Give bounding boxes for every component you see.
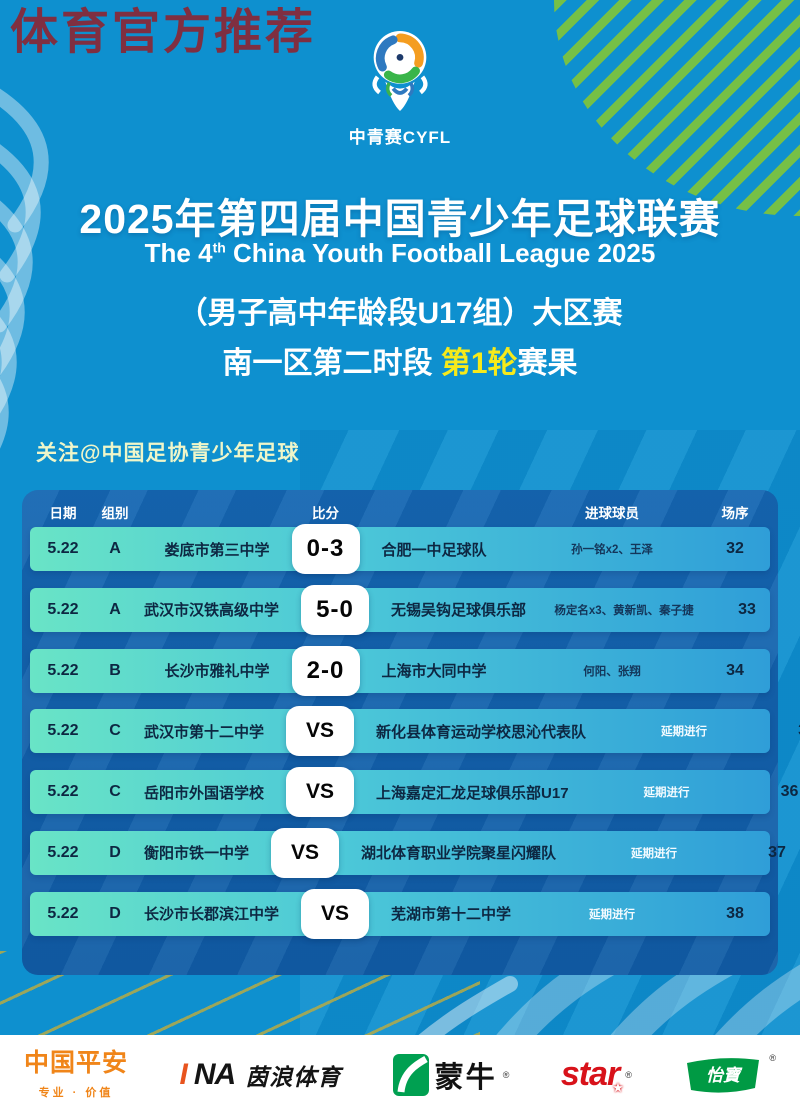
pingan-logo-text: 中国平安 (24, 1049, 129, 1078)
match-date: 5.22 (47, 600, 79, 618)
header-score: 比分 (312, 506, 339, 521)
header-scorers: 进球球员 (584, 506, 639, 521)
score-pill: VS (286, 706, 355, 757)
match-order: 34 (726, 661, 744, 679)
score-pill: VS (286, 767, 355, 818)
mengniu-logo-text: 蒙牛 (434, 1059, 497, 1094)
header-date: 日期 (49, 506, 77, 521)
cyfl-trophy-icon (372, 31, 428, 111)
score-pill: 2-0 (291, 645, 360, 696)
score-pill: 0-3 (291, 524, 360, 574)
match-order: 35 (782, 722, 800, 740)
match-note: 孙一铭x2、王泽 (571, 544, 653, 556)
star-icon: ★ (612, 1080, 624, 1095)
results-table-header: 日期 组别 比分 进球球员 场序 (30, 500, 770, 524)
away-team: 合肥一中足球队 (381, 541, 487, 559)
ina-logo-text: 茵浪体育 (245, 1063, 342, 1090)
header-order: 场序 (721, 506, 749, 521)
home-team: 长沙市雅礼中学 (164, 663, 270, 681)
home-team: 武汉市汉铁高级中学 (144, 602, 280, 620)
match-row: 5.22 B 长沙市雅礼中学 2-0 上海市大同中学 何阳、张翔 34 (30, 645, 770, 696)
round-number-highlight: 第1轮 (440, 347, 518, 380)
sponsor-cestbon: 怡寶 ® (683, 1053, 776, 1097)
score-pill: VS (271, 827, 340, 878)
away-team: 湖北体育职业学院聚星闪耀队 (361, 845, 557, 863)
match-date: 5.22 (47, 722, 79, 740)
home-team: 武汉市第十二中学 (144, 723, 265, 741)
home-team: 岳阳市外国语学校 (144, 784, 265, 802)
results-table-body: 5.22 A 娄底市第三中学 0-3 合肥一中足球队 孙一铭x2、王泽 32 5… (22, 524, 800, 939)
poster-subtitle-group: （男子高中年龄段U17组）大区赛 (177, 297, 623, 330)
cestbon-flag-icon: 怡寶 (687, 1057, 760, 1093)
watermark-text: 体育官方推荐 (10, 4, 317, 60)
header-group: 组别 (101, 506, 129, 521)
match-note: 延期进行 (631, 847, 678, 860)
sponsor-footer: 中国平安 专业 · 价值 I NA 茵浪体育 蒙牛 ® star ★ ® 怡寶 ® (0, 1035, 800, 1114)
sponsor-ina: I NA 茵浪体育 (179, 1057, 342, 1091)
match-row: 5.22 D 衡阳市铁一中学 VS 湖北体育职业学院聚星闪耀队 延期进行 37 (30, 827, 786, 878)
match-row: 5.22 C 岳阳市外国语学校 VS 上海嘉定汇龙足球俱乐部U17 延期进行 3… (30, 767, 798, 818)
match-group: B (109, 661, 121, 679)
star-logo-text: star (560, 1055, 620, 1093)
match-group: D (109, 904, 121, 922)
match-group: C (109, 783, 121, 801)
match-date: 5.22 (47, 843, 79, 861)
follow-account-line: 关注@中国足协青少年足球 (36, 442, 300, 465)
match-date: 5.22 (47, 904, 79, 922)
match-row: 5.22 A 娄底市第三中学 0-3 合肥一中足球队 孙一铭x2、王泽 32 (30, 524, 770, 574)
match-note: 延期进行 (643, 787, 690, 800)
home-team: 长沙市长郡滨江中学 (144, 906, 280, 924)
match-order: 32 (726, 540, 744, 557)
match-note: 延期进行 (589, 908, 635, 921)
mengniu-icon (392, 1053, 429, 1096)
poster-title: 2025年第四届中国青少年足球联赛 (79, 196, 721, 242)
poster-title-english: The 4th China Youth Football League 2025 (144, 238, 656, 268)
match-order: 38 (726, 904, 744, 922)
cyfl-logo: 中青赛CYFL (0, 28, 800, 148)
match-note: 延期进行 (661, 726, 708, 739)
match-date: 5.22 (47, 540, 79, 557)
match-date: 5.22 (47, 783, 79, 801)
match-order: 37 (768, 843, 786, 861)
home-team: 衡阳市铁一中学 (144, 845, 250, 863)
match-order: 36 (780, 783, 799, 801)
match-group: A (109, 540, 121, 557)
cestbon-logo-text: 怡寶 (706, 1066, 743, 1085)
match-group: C (109, 722, 121, 740)
ina-mark: I (179, 1057, 188, 1091)
away-team: 上海嘉定汇龙足球俱乐部U17 (376, 784, 569, 802)
home-team: 娄底市第三中学 (164, 541, 270, 559)
match-date: 5.22 (47, 661, 79, 679)
sponsor-pingan: 中国平安 专业 · 价值 (24, 1050, 128, 1099)
match-group: D (109, 843, 121, 861)
score-pill: 5-0 (301, 584, 370, 635)
match-note: 何阳、张翔 (583, 665, 641, 678)
away-team: 无锡吴钩足球俱乐部 (391, 602, 527, 620)
away-team: 新化县体育运动学校思沁代表队 (376, 723, 587, 741)
results-panel: 日期 组别 比分 进球球员 场序 5.22 A 娄底市第三中学 0-3 合肥一中… (22, 490, 800, 975)
away-team: 芜湖市第十二中学 (391, 906, 512, 924)
match-group: A (109, 600, 121, 618)
sponsor-star: star ★ ® (560, 1055, 632, 1095)
match-note: 杨定名x3、黄新凯、秦子捷 (554, 604, 694, 617)
score-pill: VS (301, 888, 370, 939)
poster-subtitle-round: 南一区第二时段 第1轮赛果 (222, 347, 578, 380)
cyfl-logo-caption: 中青赛CYFL (348, 128, 452, 147)
sponsor-mengniu: 蒙牛 ® (392, 1053, 509, 1096)
match-order: 33 (738, 600, 756, 618)
match-row: 5.22 C 武汉市第十二中学 VS 新化县体育运动学校思沁代表队 延期进行 3… (30, 706, 800, 757)
match-row: 5.22 D 长沙市长郡滨江中学 VS 芜湖市第十二中学 延期进行 38 (30, 888, 770, 939)
away-team: 上海市大同中学 (381, 663, 487, 681)
pingan-slogan: 专业 · 价值 (38, 1086, 114, 1099)
match-row: 5.22 A 武汉市汉铁高级中学 5-0 无锡吴钩足球俱乐部 杨定名x3、黄新凯… (30, 584, 770, 635)
